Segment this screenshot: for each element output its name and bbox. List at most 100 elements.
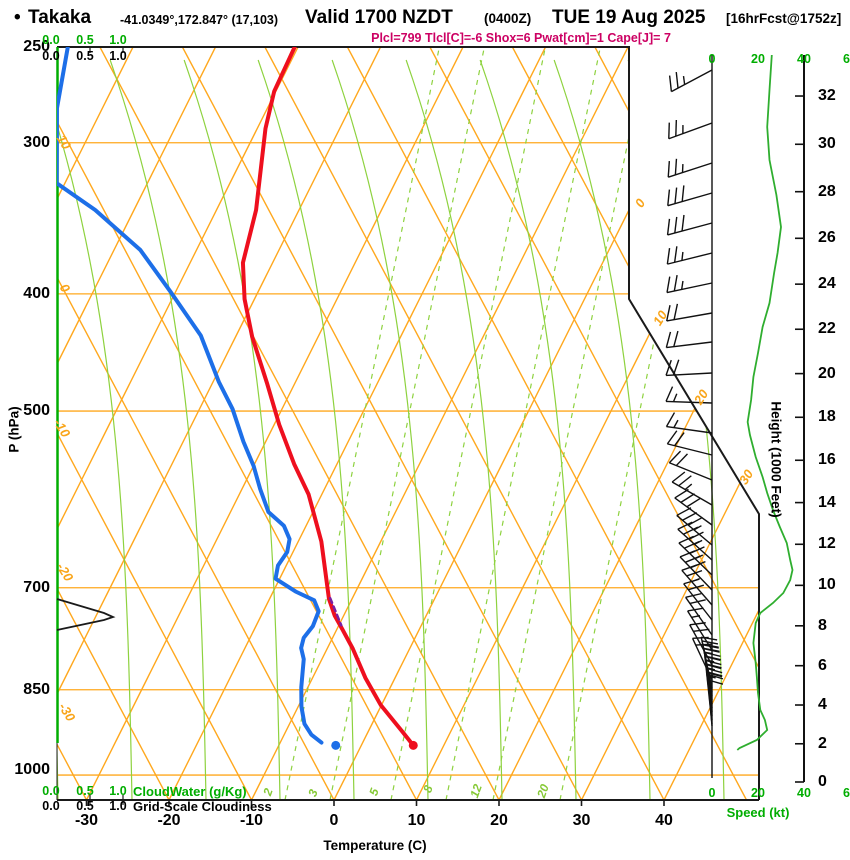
height-tick-label: 30 [818,135,836,153]
sounding-curves [57,47,416,748]
cloudwater-scale-top-label: 1.0 [109,33,127,47]
isotherm-line [57,47,382,800]
station-coords: -41.0349°,172.847° (17,103) [120,13,279,27]
cloudiness-scale-bottom-label: 0.5 [76,799,94,813]
dry-adiabat-line [594,47,759,800]
cloudwater-scale-bottom-label: 0.0 [42,784,60,798]
wind-barb [679,550,713,591]
cloudiness-axis-title: Grid-Scale Cloudiness [133,799,272,814]
speed-scale-bottom-label: 20 [751,786,765,800]
cloudiness-spike [56,598,116,631]
mixing-ratio-line [559,47,715,800]
dry-adiabat-line [57,47,170,800]
station-name: Takaka [28,7,92,28]
surface-temperature-dot [408,740,418,750]
speed-scale-top-label: 20 [751,52,765,66]
temperature-curve [240,47,416,748]
height-tick-label: 0 [818,772,827,790]
mixing-ratio-line [390,47,546,800]
surface-dewpoint-dot [331,740,341,750]
wind-barb [671,471,713,506]
wind-barb [667,185,713,207]
wind-barb [665,330,713,349]
wind-barb [666,246,713,265]
wind-barb [666,303,713,322]
wind-barb [665,359,713,377]
dry-adiabat-line [99,47,500,800]
wind-barb [668,119,713,140]
mixing-ratio-line [329,47,485,800]
dry-adiabat-line [181,47,583,800]
isotherm-line [57,47,299,800]
valid-time: Valid 1700 NZDT [305,7,453,28]
cloudiness-scale-top-label: 1.0 [109,49,127,63]
temperature-tick-label: 30 [572,812,591,829]
height-tick-label: 28 [818,182,836,200]
forecast-tag: [16hrFcst@1752z] [726,11,842,26]
speed-scale-bottom-label: 40 [797,786,811,800]
dry-adiabat-line [511,47,759,800]
isotherm-line [580,47,759,800]
dry-adiabat-line [57,47,253,800]
wind-speed-profile [736,54,794,751]
wind-barb [677,521,713,561]
wind-barb [667,158,713,178]
isotherm-line [663,47,759,800]
cloudiness-scale-top-label: 0.5 [76,49,94,63]
pressure-tick-label: 300 [23,133,50,151]
dry-adiabat-line [264,47,665,800]
pressure-tick-label: 850 [23,680,50,698]
temperature-tick-label: 20 [490,812,508,829]
wind-barb [666,214,713,236]
isotherm-line [57,47,217,800]
wind-barb [674,488,713,526]
wind-barbs [665,69,724,727]
wind-barb [665,386,713,404]
moist-adiabat-line [553,59,651,800]
mixing-ratio-line [284,47,440,800]
cloudwater-scale-top-label: 0.0 [42,33,60,47]
valid-zulu: (0400Z) [484,11,532,26]
temperature-tick-label: 10 [407,812,426,829]
cloudwater-scale-top-label: 0.5 [76,33,94,47]
height-tick-label: 32 [818,87,836,105]
moist-adiabat-line [109,59,207,800]
speed-scale-top-label: 60 [843,52,850,66]
speed-scale-top-label: 0 [708,52,716,66]
height-tick-label: 16 [818,451,836,469]
mixing-ratio-line [492,47,648,800]
speed-scale-top-label: 40 [797,52,811,66]
cloudiness-scale-top-label: 0.0 [42,49,60,63]
parcel-path [328,596,343,627]
dry-adiabat-line [57,47,335,800]
height-tick-label: 18 [818,408,836,426]
moist-adiabat-line [183,59,281,800]
height-tick-label: 2 [818,734,827,752]
pressure-tick-label: 500 [23,402,50,420]
wind-barb [668,69,713,93]
dry-adiabat-line [429,47,759,800]
pressure-tick-label: 1000 [14,761,50,778]
height-tick-label: 20 [818,364,836,382]
moist-adiabat-line [479,59,577,800]
wind-barb [666,430,713,456]
cloudwater-scale-bottom-label: 0.5 [76,784,94,798]
wind-barb [666,274,713,294]
dry-adiabat-line [57,47,418,800]
plot-frame [57,46,760,800]
temperature-tick-label: -20 [157,812,181,829]
cloudiness-scale-bottom-label: 0.0 [42,799,60,813]
moist-adiabat-line [331,59,429,800]
temperature-tick-label: 0 [329,812,339,829]
height-tick-label: 6 [818,656,827,674]
stability-indices: Plcl=799 Tlcl[C]=-6 Shox=6 Pwat[cm]=1 Ca… [371,31,671,45]
speed-scale-bottom-label: 60 [843,786,850,800]
height-tick-label: 8 [818,616,827,634]
speed-axis-title: Speed (kt) [726,805,790,820]
dewpoint-curve [57,47,324,745]
temperature-tick-label: 40 [655,812,673,829]
height-axis-title: Height (1000 Feet) [768,401,784,518]
cloudwater-scale-bottom-label: 1.0 [109,784,127,798]
